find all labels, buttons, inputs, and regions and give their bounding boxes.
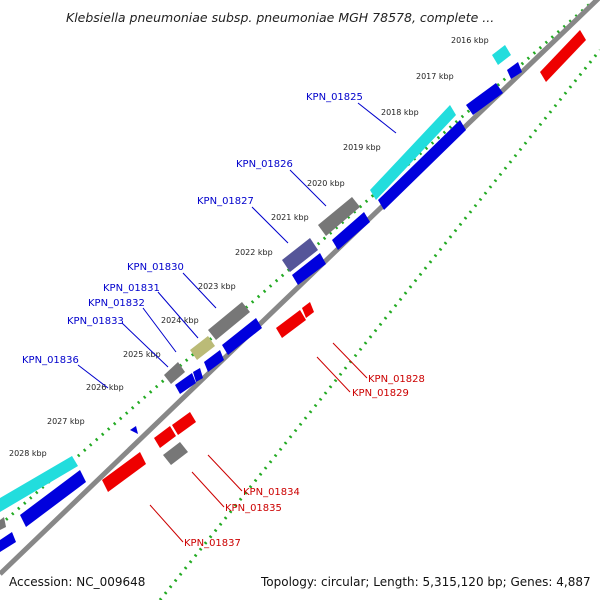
leader-line [182, 272, 217, 309]
forward-cds [0, 532, 16, 552]
reverse-cds [540, 30, 586, 82]
ruler-label: 2028 kbp [9, 449, 47, 458]
ruler-labels: 2016 kbp 2017 kbp 2018 kbp 2019 kbp 2020… [9, 36, 489, 458]
ruler-label: 2022 kbp [235, 248, 273, 257]
forward-cds [507, 62, 522, 79]
ruler-label: 2019 kbp [343, 143, 381, 152]
gray-feature [0, 517, 6, 530]
ruler-label: 2020 kbp [307, 179, 345, 188]
ruler-label: 2017 kbp [416, 72, 454, 81]
leader-line [251, 206, 289, 244]
gene-label[interactable]: KPN_01831 [103, 283, 160, 294]
leader-line [121, 322, 169, 368]
leader-line [77, 364, 109, 389]
red-gene-labels: KPN_01828 KPN_01829 KPN_01834 KPN_01835 … [184, 374, 425, 549]
olive-feature [190, 336, 215, 360]
leader-line [357, 102, 397, 134]
gene-label[interactable]: KPN_01836 [22, 355, 79, 366]
ruler-label: 2023 kbp [198, 282, 236, 291]
leader-line [191, 471, 225, 508]
reverse-cds [302, 302, 314, 318]
gene-label[interactable]: KPN_01829 [352, 388, 409, 399]
leader-line [316, 356, 351, 393]
ruler-label: 2027 kbp [47, 417, 85, 426]
forward-cds [20, 470, 86, 527]
ruler-label: 2016 kbp [451, 36, 489, 45]
gene-label[interactable]: KPN_01832 [88, 298, 145, 309]
gray-feature [163, 442, 188, 465]
gray-feature [164, 362, 185, 384]
reverse-cds [276, 310, 306, 338]
forward-cds [193, 368, 203, 382]
rna-feature [370, 105, 456, 200]
gene-label[interactable]: KPN_01827 [197, 196, 254, 207]
gene-label[interactable]: KPN_01837 [184, 538, 241, 549]
forward-cds [222, 318, 262, 355]
leader-line [157, 291, 199, 339]
ruler-label: 2021 kbp [271, 213, 309, 222]
gray-feature [208, 302, 250, 340]
leader-line [207, 454, 243, 492]
reverse-cds [154, 426, 176, 448]
gene-label[interactable]: KPN_01828 [368, 374, 425, 385]
gene-label[interactable]: KPN_01833 [67, 316, 124, 327]
ruler-label: 2025 kbp [123, 350, 161, 359]
map-title: Klebsiella pneumoniae subsp. pneumoniae … [66, 10, 495, 25]
genome-backbone [0, 0, 600, 576]
forward-cds [130, 426, 138, 434]
purple-feature [282, 238, 318, 272]
gene-label[interactable]: KPN_01834 [243, 487, 300, 498]
gray-feature [318, 197, 360, 236]
accession-text: Accession: NC_009648 [9, 575, 146, 589]
outer-ruler-track [158, 49, 600, 600]
forward-cds [332, 212, 370, 250]
blue-gene-labels: KPN_01825 KPN_01826 KPN_01827 KPN_01830 … [22, 92, 363, 366]
ruler-label: 2026 kbp [86, 383, 124, 392]
blue-leader-lines [77, 102, 397, 389]
gene-label[interactable]: KPN_01826 [236, 159, 293, 170]
forward-cds [378, 120, 466, 210]
leader-line [142, 307, 177, 353]
forward-cds [292, 253, 326, 285]
ruler-label: 2018 kbp [381, 108, 419, 117]
rna-feature [492, 45, 511, 65]
ruler-label: 2024 kbp [161, 316, 199, 325]
reverse-cds [102, 452, 146, 492]
forward-cds [204, 350, 224, 372]
reverse-cds [172, 412, 196, 435]
gene-label[interactable]: KPN_01835 [225, 503, 282, 514]
leader-line [332, 342, 368, 379]
gene-label[interactable]: KPN_01825 [306, 92, 363, 103]
gene-label[interactable]: KPN_01830 [127, 262, 184, 273]
red-leader-lines [149, 342, 368, 543]
forward-cds [175, 373, 196, 394]
leader-line [149, 504, 184, 543]
forward-cds [466, 83, 503, 115]
rna-feature [0, 456, 78, 512]
leader-line [289, 169, 327, 207]
genome-summary-text: Topology: circular; Length: 5,315,120 bp… [261, 575, 591, 589]
